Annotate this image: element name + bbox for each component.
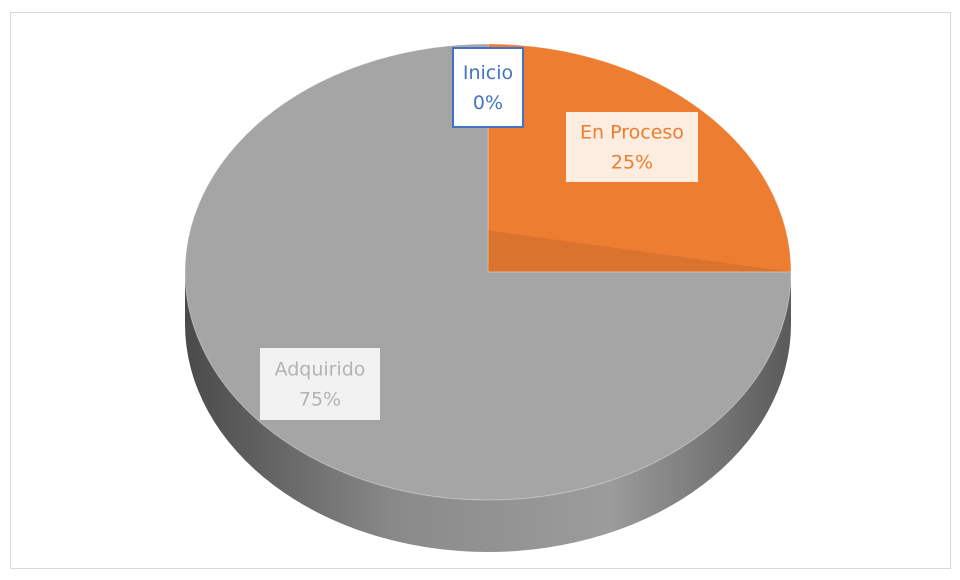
data-label-category: En Proceso	[580, 122, 684, 144]
pie-slice-shade	[488, 230, 791, 272]
data-label-value: 25%	[611, 152, 653, 174]
data-label-category: Adquirido	[275, 359, 366, 381]
pie-side	[185, 272, 791, 552]
data-label-value: 75%	[299, 389, 341, 411]
data-label-value: 0%	[473, 92, 503, 114]
data-label-box	[566, 112, 698, 182]
data-label-box	[452, 47, 524, 128]
data-label-category: Inicio	[463, 62, 513, 84]
data-label-box	[260, 348, 380, 420]
